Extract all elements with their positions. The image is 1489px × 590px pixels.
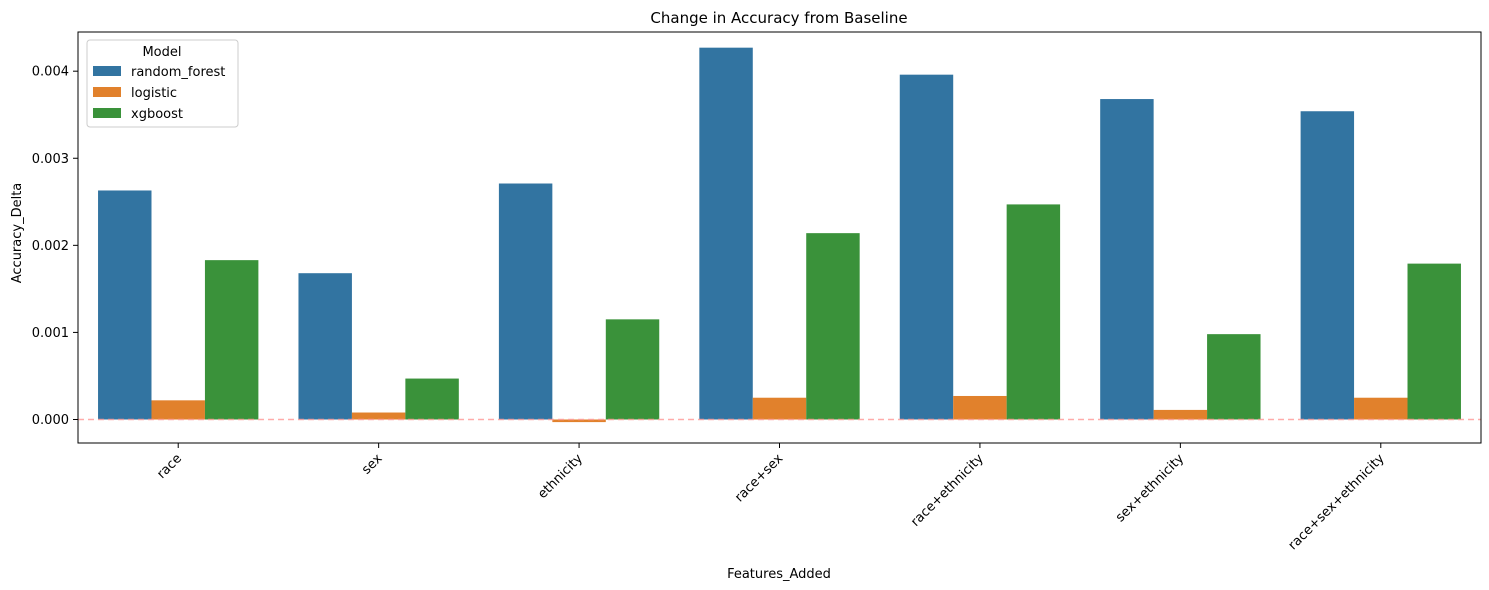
legend-swatch-xgboost [93, 108, 121, 118]
bar-xgboost-1 [405, 378, 459, 420]
bar-xgboost-2 [605, 319, 660, 420]
legend-box [86, 39, 239, 128]
legend-swatch-logistic [93, 87, 121, 97]
bar-logistic-4 [953, 395, 1007, 420]
bar-random-forest-5 [1100, 99, 1154, 420]
legend-label-xgboost: xgboost [131, 107, 183, 122]
plot-frame [77, 31, 1482, 444]
legend: Model random_forest logistic xgboost [86, 39, 239, 128]
bar-random-forest-0 [98, 190, 152, 420]
y-tick-label: 0.001 [32, 326, 69, 341]
x-tick-label: sex+ethnicity [1113, 451, 1187, 525]
y-tick-label: 0.002 [32, 239, 69, 254]
bar-logistic-5 [1153, 409, 1208, 420]
legend-label-random-forest: random_forest [131, 65, 225, 80]
bar-xgboost-0 [204, 260, 259, 420]
bar-random-forest-2 [498, 183, 553, 420]
bar-random-forest-4 [899, 74, 954, 420]
bar-logistic-0 [151, 400, 205, 420]
x-tick-label: sex [359, 451, 386, 478]
bar-xgboost-5 [1207, 334, 1261, 420]
x-tick-label: ethnicity [535, 451, 586, 502]
bar-xgboost-4 [1006, 204, 1061, 420]
x-tick-label: race+sex+ethnicity [1286, 451, 1388, 553]
y-tick-label: 0.003 [32, 152, 69, 167]
plot-area: 0.000 0.001 0.002 0.003 0.004 race sex ethnicit… [32, 31, 1482, 553]
chart-title: Change in Accuracy from Baseline [650, 9, 907, 27]
bar-logistic-1 [351, 412, 406, 420]
bar-xgboost-6 [1407, 263, 1461, 420]
y-tick-label: 0.000 [32, 413, 69, 428]
x-tick-label: race [154, 451, 185, 482]
bar-logistic-6 [1354, 397, 1408, 420]
x-axis-label: Features_Added [727, 567, 831, 582]
x-tick-label: race+sex [732, 451, 786, 505]
bar-random-forest-1 [298, 273, 352, 420]
y-axis-label: Accuracy_Delta [10, 183, 25, 284]
bar-random-forest-3 [699, 47, 753, 420]
bar-logistic-2 [552, 419, 606, 423]
legend-title: Model [142, 45, 181, 60]
bar-logistic-3 [752, 397, 807, 420]
bar-xgboost-3 [806, 233, 860, 420]
legend-swatch-random-forest [93, 66, 121, 76]
bar-random-forest-6 [1300, 111, 1355, 420]
legend-label-logistic: logistic [131, 86, 177, 101]
y-tick-label: 0.004 [32, 65, 69, 80]
x-tick-label: race+ethnicity [908, 451, 987, 530]
